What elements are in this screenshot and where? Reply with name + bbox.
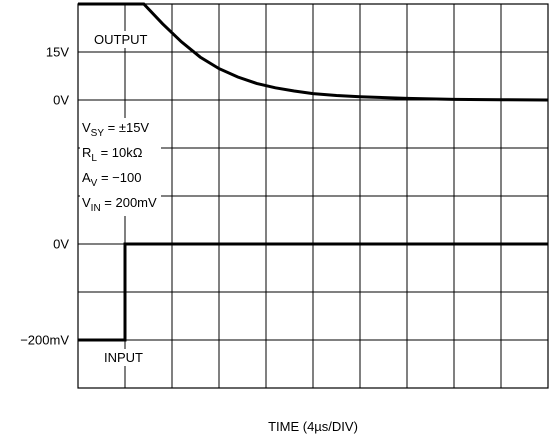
trace-label-output: OUTPUT [91, 31, 151, 48]
y-tick-label: −200mV [20, 333, 69, 348]
y-tick-labels: 15V 0V 0V −200mV [20, 45, 69, 348]
trace-label-input: INPUT [101, 349, 146, 366]
output-label: OUTPUT [94, 32, 148, 47]
y-tick-label: 0V [53, 237, 69, 252]
x-axis-label: TIME (4µs/DIV) [268, 419, 358, 434]
y-tick-label: 15V [46, 45, 69, 60]
input-label: INPUT [104, 350, 143, 365]
y-tick-label: 0V [53, 93, 69, 108]
